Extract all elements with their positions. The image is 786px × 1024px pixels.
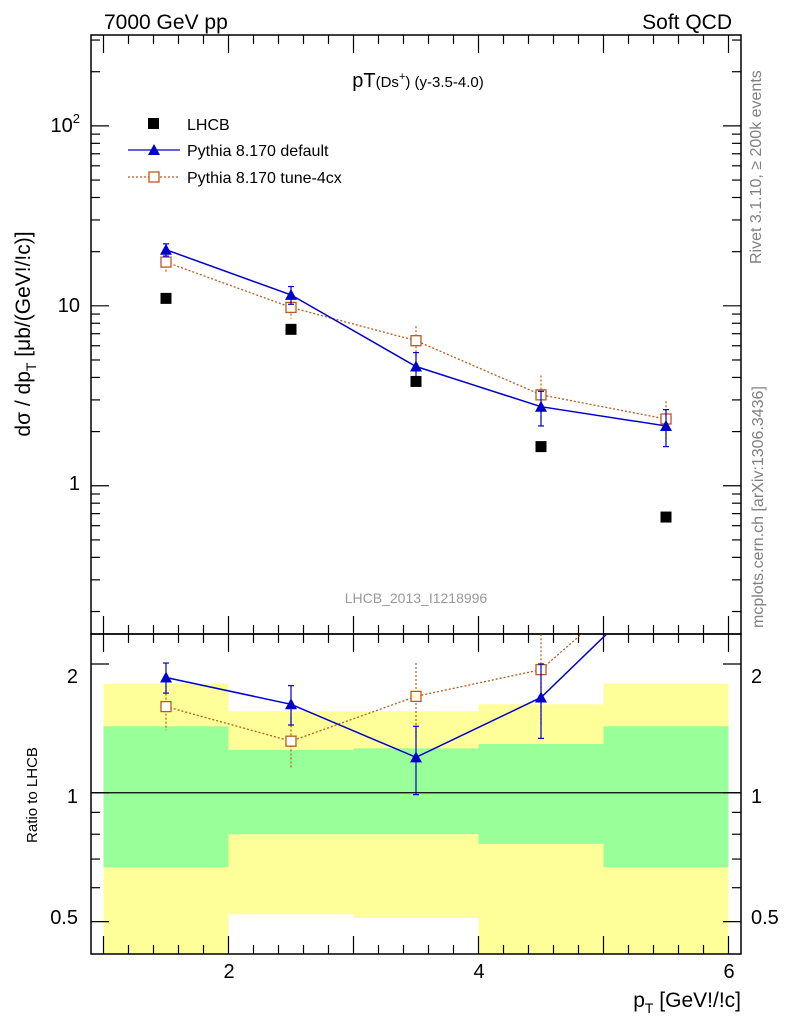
legend-label-tune: Pythia 8.170 tune-4cx: [187, 170, 342, 187]
point-data-1: [285, 323, 297, 335]
band-inner-1: [228, 749, 354, 835]
ratio-point-tune-1: [285, 735, 297, 747]
band-inner-4: [603, 726, 729, 868]
ratio-ytick-label-2: 2: [67, 666, 78, 688]
legend: LHCB Pythia 8.170 default Pythia 8.170 t…: [128, 117, 342, 187]
band-inner-3: [478, 744, 604, 844]
ratio-point-default-3: [535, 691, 547, 703]
point-data-3: [535, 441, 547, 453]
point-default-2: [410, 360, 422, 372]
main-marks: [160, 243, 672, 523]
ratio-point-default-1: [285, 698, 297, 710]
legend-marker-default: [148, 144, 160, 155]
ratio-point-tune-0: [160, 700, 172, 713]
legend-marker-tune: [148, 171, 160, 183]
band-inner-0: [103, 726, 229, 868]
point-default-0: [160, 243, 172, 255]
ratio-point-tune-4: [661, 555, 671, 565]
xtick-label-6: 6: [723, 961, 734, 983]
ratio-point-tune-2: [410, 690, 422, 703]
main-title: pT(Ds+) (y-3.5-4.0): [352, 70, 483, 92]
rivet-label: Rivet 3.1.10, ≥ 200k events: [748, 70, 765, 264]
series-line-tune: [165, 261, 667, 420]
legend-label-data: LHCB: [187, 117, 230, 134]
ratio-ytick-label-1: 1: [67, 786, 78, 808]
ytick-label-100: 102: [51, 111, 80, 137]
legend-marker-data: [148, 118, 159, 129]
point-data-4: [660, 511, 672, 523]
ytick-label-1: 1: [69, 473, 80, 495]
xtick-label-2: 2: [223, 961, 234, 983]
ratio-bands: [103, 683, 729, 954]
point-data-2: [410, 375, 422, 387]
ratio-frame: [90, 633, 742, 955]
ratio-ytick-label-05: 0.5: [50, 907, 78, 929]
ratio-point-default-0: [160, 671, 172, 683]
ratio-point-default-2: [410, 751, 422, 763]
ratio-ytick-label-05-right: 0.5: [751, 907, 779, 929]
point-default-1: [285, 288, 297, 300]
ratio-ytick-label-1-right: 1: [751, 786, 762, 808]
axis-ticks: [91, 35, 741, 954]
legend-label-default: Pythia 8.170 default: [187, 143, 329, 160]
header-left: 7000 GeV pp: [104, 11, 228, 34]
point-default-3: [535, 400, 547, 412]
xaxis-label: pT [GeV!/!c]: [633, 989, 741, 1016]
ytick-label-10: 10: [58, 295, 80, 317]
ratio-point-default-4: [660, 571, 672, 582]
point-default-4: [660, 419, 672, 431]
point-tune-0: [160, 256, 172, 268]
header-right: Soft QCD: [642, 11, 732, 34]
xtick-label-4: 4: [473, 961, 484, 983]
main-ylabel: dσ / dpT [μb/(GeV!/!c)]: [12, 231, 39, 436]
ratio-ytick-label-2-right: 2: [751, 666, 762, 688]
point-data-0: [160, 292, 172, 304]
mcplots-label: mcplots.cern.ch [arXiv:1306.3436]: [750, 386, 767, 628]
ratio-marks: [160, 555, 672, 796]
point-tune-2: [410, 335, 422, 347]
ratio-ylabel: Ratio to LHCB: [24, 747, 41, 843]
analysis-watermark: LHCB_2013_I1218996: [345, 590, 488, 606]
